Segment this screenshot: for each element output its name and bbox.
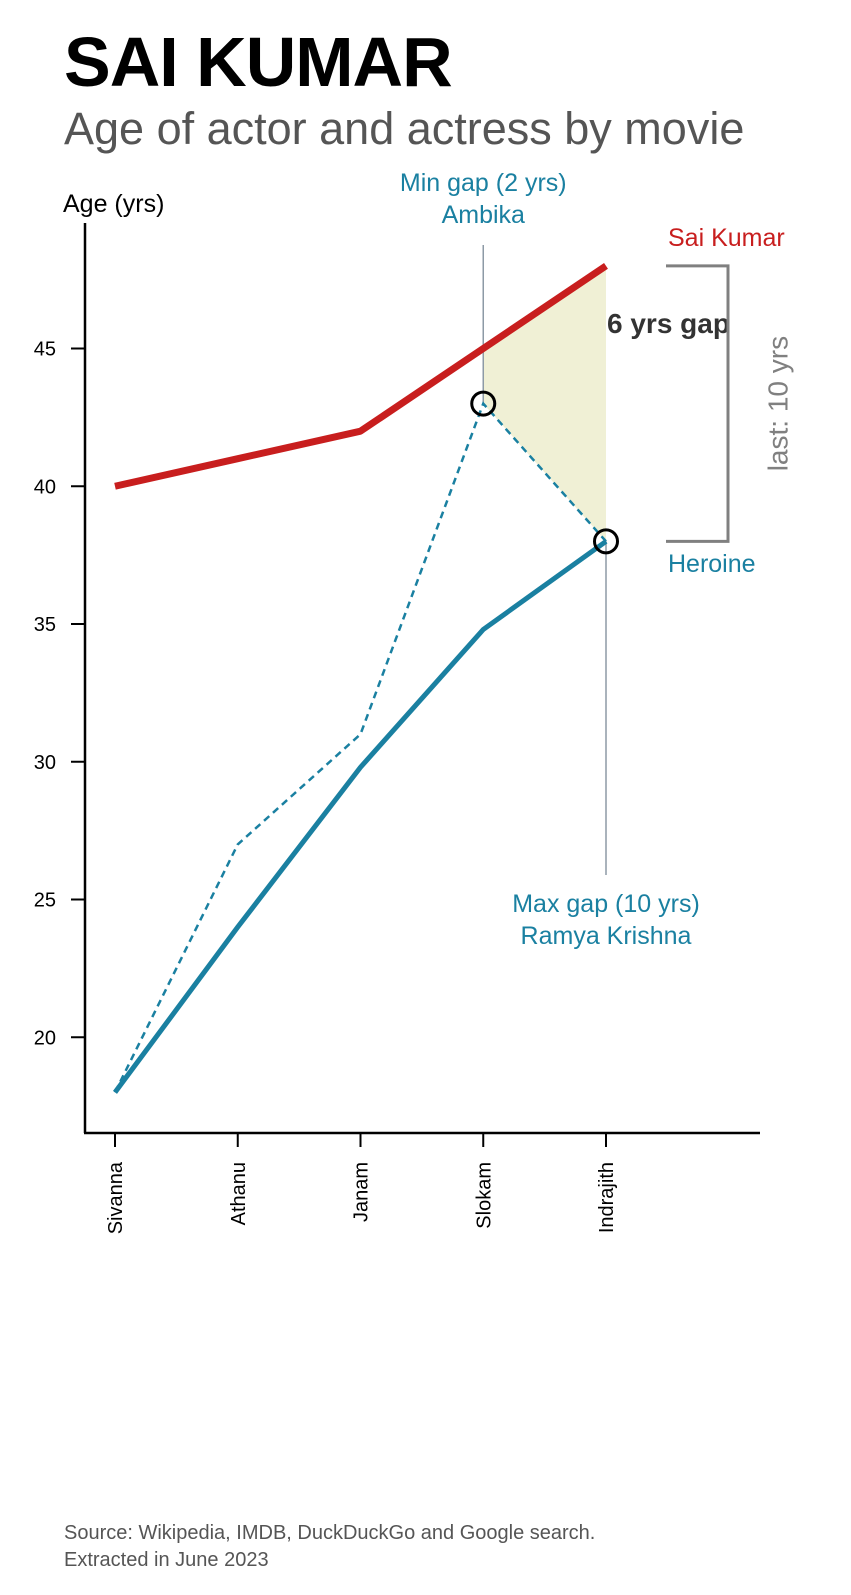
last-gap-label: last: 10 yrs [763, 336, 794, 471]
last-gap-bracket [666, 264, 730, 543]
max-gap-annotation-line1: Max gap (10 yrs) [512, 890, 700, 918]
source-footer: Source: Wikipedia, IMDB, DuckDuckGo and … [64, 1520, 595, 1574]
max-gap-annotation-line2: Ramya Krishna [521, 922, 692, 950]
y-tick-label-35: 35 [34, 614, 56, 636]
source-line: Source: Wikipedia, IMDB, DuckDuckGo and … [64, 1522, 596, 1544]
series-line-heroine-dashed [113, 401, 607, 1093]
min-gap-marker [470, 390, 497, 417]
y-tick-label-25: 25 [34, 890, 56, 912]
extracted-line: Extracted in June 2023 [64, 1549, 269, 1571]
min-gap-annotation-line1: Min gap (2 yrs) [400, 169, 567, 197]
x-tick-label-sivanna: Sivanna [105, 1161, 127, 1234]
age-line-chart: Age (yrs) 20 25 30 35 40 45 Sivanna Athanu Jana… [34, 169, 794, 1234]
x-tick-label-slokam: Slokam [473, 1162, 495, 1229]
page-title: SAI KUMAR [64, 23, 453, 101]
series-label-heroine: Heroine [668, 550, 756, 578]
page-subtitle: Age of actor and actress by movie [64, 103, 745, 154]
x-tick-label-athanu: Athanu [228, 1162, 250, 1225]
x-tick-label-indrajith: Indrajith [596, 1162, 618, 1233]
min-gap-annotation-line2: Ambika [442, 201, 525, 229]
series-line-heroine [112, 539, 608, 1094]
y-tick-label-30: 30 [34, 752, 56, 774]
y-tick-label-45: 45 [34, 339, 56, 361]
y-tick-label-20: 20 [34, 1027, 56, 1049]
series-line-sai-kumar [114, 262, 608, 490]
y-tick-label-40: 40 [34, 476, 56, 498]
y-axis-label: Age (yrs) [63, 190, 164, 218]
series-label-sai-kumar: Sai Kumar [668, 224, 785, 252]
gap-shaded-area [483, 265, 606, 542]
x-tick-label-janam: Janam [351, 1162, 373, 1222]
max-gap-marker [593, 528, 619, 555]
gap-label: 6 yrs gap [607, 308, 730, 339]
